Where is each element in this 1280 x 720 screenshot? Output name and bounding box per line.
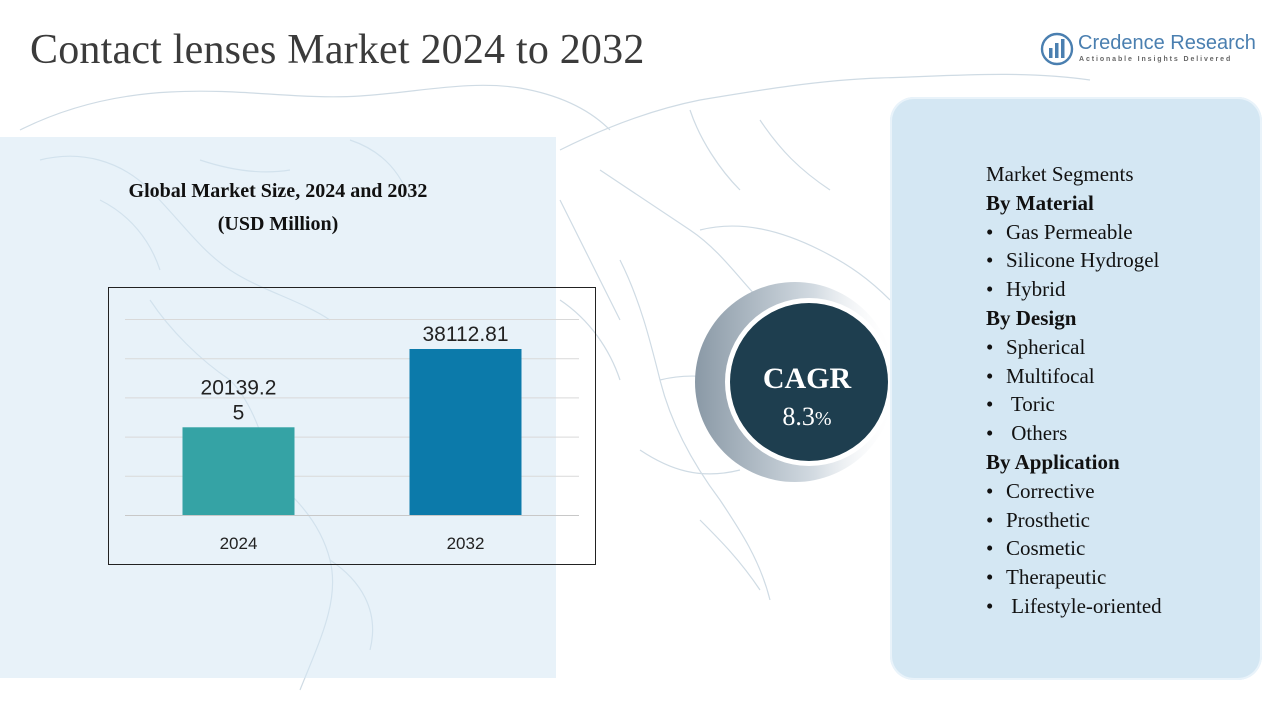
cagr-value: 8.3% [727,402,887,432]
cagr-number: 8.3 [782,402,815,431]
segment-item: • Others [986,419,1256,448]
segments-heading: Market Segments [986,162,1134,186]
bar-2024 [182,427,295,515]
data-label: 20139.2 5 [201,376,277,424]
brand-name: Credence Research [1078,32,1256,54]
cagr-unit: % [814,408,832,430]
segment-group-design: By Design [986,305,1077,330]
x-tick-label: 2032 [447,534,485,553]
segment-item: • Gas Permeable [986,218,1256,247]
bullet-icon: • [986,507,994,532]
chart-title-line1: Global Market Size, 2024 and 2032 [128,180,428,202]
segment-item: • Therapeutic [986,563,1256,592]
bullet-icon: • [986,392,994,417]
bullet-icon: • [986,248,994,273]
bullet-icon: • [986,219,994,244]
brand-tagline: Actionable Insights Delivered [1079,56,1233,63]
segment-item: • Hybrid [986,275,1256,304]
bullet-icon: • [986,593,994,618]
segment-item: • Prosthetic [986,506,1256,535]
segment-item: • Corrective [986,477,1256,506]
bullet-icon: • [986,363,994,388]
segments-panel [890,97,1262,680]
chart-title-line2: (USD Million) [217,213,339,235]
x-tick-label: 2024 [220,534,258,553]
segment-item: • Multifocal [986,362,1256,391]
bullet-icon: • [986,421,994,446]
segment-item: • Toric [986,390,1256,419]
segment-item: • Silicone Hydrogel [986,246,1256,275]
segment-group-application: By Application [986,449,1120,474]
bullet-icon: • [986,334,994,359]
cagr-circle [695,282,895,482]
bullet-icon: • [986,277,994,302]
bullet-icon: • [986,478,994,503]
page-title: Contact lenses Market 2024 to 2032 [30,27,645,73]
cagr-label: CAGR [762,362,852,395]
bullet-icon: • [986,536,994,561]
data-label: 38112.81 [422,323,508,346]
brand-logo: Credence Research Actionable Insights De… [1040,30,1256,66]
cagr-badge: CAGR 8.3% [695,282,895,482]
bullet-icon: • [986,565,994,590]
segment-item: • Spherical [986,333,1256,362]
bar-chart-globe-icon [1040,32,1074,66]
bar-chart-canvas: 2024 20139.2 5 2032 38112.81 [125,319,579,553]
bar-chart: 2024 20139.2 5 2032 38112.81 [108,287,596,565]
segment-group-material: By Material [986,190,1094,215]
bar-2032 [409,348,522,515]
segments-list: Market Segments By Material • Gas Permeab… [986,160,1256,621]
cagr-inner-circle [730,303,888,461]
segment-item: • Lifestyle-oriented [986,592,1256,621]
chart-title: Global Market Size, 2024 and 2032 (USD M… [60,175,496,241]
segment-item: • Cosmetic [986,534,1256,563]
